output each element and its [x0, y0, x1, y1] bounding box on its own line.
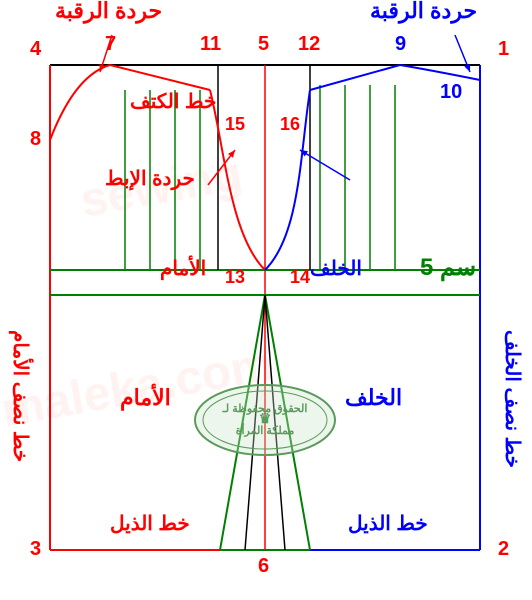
svg-text:11: 11 — [200, 33, 221, 55]
svg-text:3: 3 — [30, 538, 41, 560]
svg-text:16: 16 — [280, 114, 300, 134]
svg-text:9: 9 — [395, 33, 406, 55]
center-back-line-label: خط نصف الخلف — [500, 330, 524, 468]
svg-text:خط الذيل: خط الذيل — [110, 513, 190, 535]
svg-text:♛: ♛ — [259, 410, 272, 426]
svg-text:7: 7 — [105, 33, 116, 55]
pattern-diagram: الحقوق محفوظة لـمملكة المرأة♛12345678910… — [0, 0, 532, 600]
svg-text:2: 2 — [498, 538, 509, 560]
svg-text:خط الكتف: خط الكتف — [130, 91, 216, 113]
svg-text:5 سم: 5 سم — [420, 254, 476, 282]
svg-text:الأمام: الأمام — [160, 255, 206, 281]
svg-text:13: 13 — [225, 267, 245, 287]
svg-text:15: 15 — [225, 114, 245, 134]
svg-text:الخلف: الخلف — [310, 258, 362, 280]
svg-text:الأمام: الأمام — [120, 383, 171, 411]
svg-text:5: 5 — [258, 33, 269, 55]
svg-text:1: 1 — [498, 38, 509, 60]
svg-text:حردة الرقبة: حردة الرقبة — [370, 0, 477, 24]
svg-text:14: 14 — [290, 267, 310, 287]
svg-text:الخلف: الخلف — [345, 385, 402, 410]
svg-text:حردة الإبط: حردة الإبط — [105, 168, 195, 191]
center-front-line-label: خط نصف الأمام — [8, 330, 32, 462]
svg-text:6: 6 — [258, 555, 269, 577]
svg-text:12: 12 — [298, 33, 320, 55]
svg-text:خط الذيل: خط الذيل — [348, 513, 428, 535]
svg-text:4: 4 — [30, 38, 42, 60]
svg-text:8: 8 — [30, 128, 41, 150]
svg-text:10: 10 — [440, 81, 462, 103]
svg-text:حردة الرقبة: حردة الرقبة — [55, 0, 162, 24]
